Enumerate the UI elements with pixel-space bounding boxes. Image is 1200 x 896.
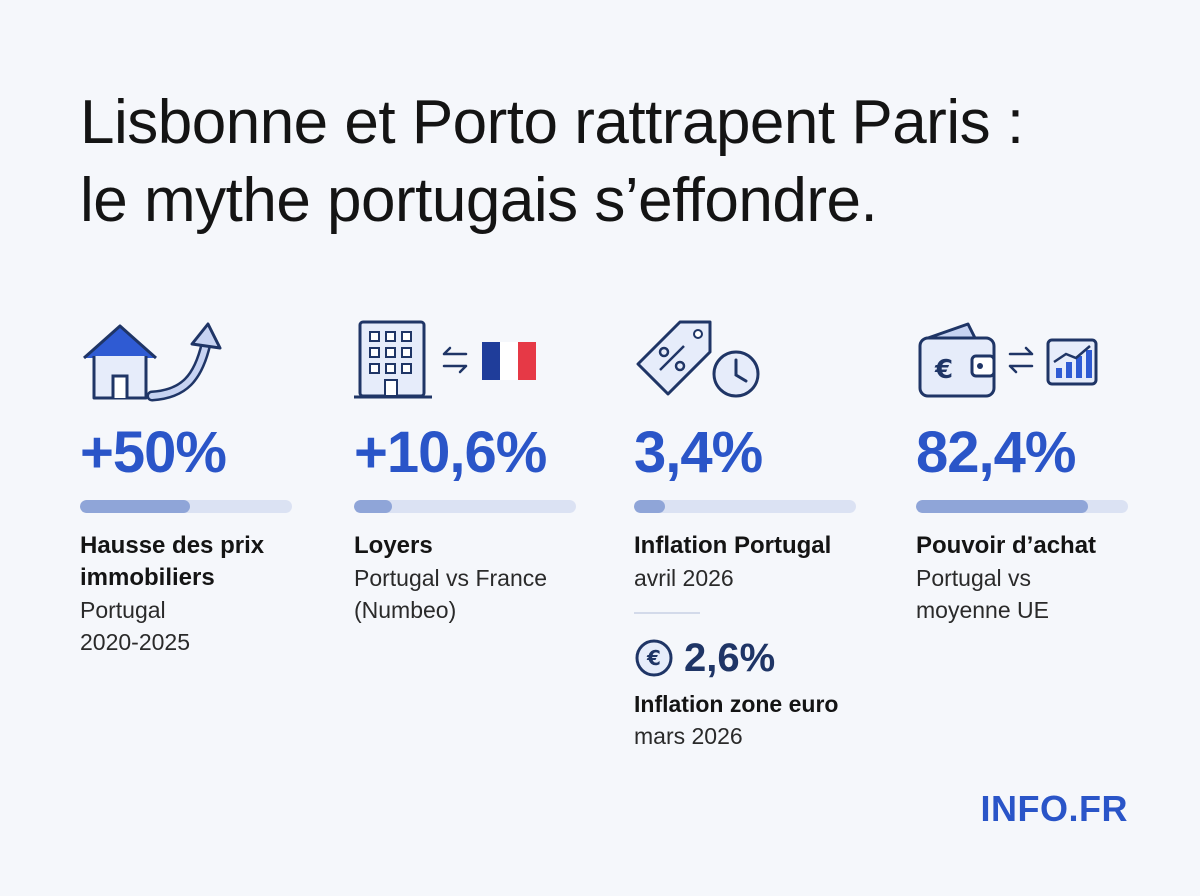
stat-inflation-eurozone: € 2,6% Inflation zone euro mars 2026: [634, 636, 894, 752]
stat-label: Hausse des prix immobiliers Portugal 202…: [80, 530, 320, 658]
stat-rents: +10,6% Loyers Portugal vs France (Numbeo…: [354, 318, 584, 623]
eurozone-label: Inflation zone euro: [634, 691, 839, 717]
stat-value: 82,4%: [916, 420, 1076, 485]
stat-label-line-1: Hausse des prix: [80, 532, 265, 559]
eurozone-sub: mars 2026: [634, 723, 743, 749]
building-vs-france-flag-icon: [354, 318, 584, 408]
brand-logo[interactable]: INFO.FR: [980, 788, 1128, 829]
stat-inflation-portugal: 3,4% Inflation Portugal avril 2026 € 2,6…: [634, 318, 864, 749]
stat-sub-line-2: moyenne UE: [916, 597, 1049, 623]
progress-fill: [354, 500, 392, 513]
stat-sub-line-1: Portugal: [80, 597, 166, 623]
headline: Lisbonne et Porto rattrapent Paris : le …: [80, 84, 1140, 240]
svg-text:€: €: [934, 355, 953, 385]
headline-line-2: le mythe portugais s’effondre.: [80, 166, 878, 235]
stat-sub-line-2: (Numbeo): [354, 597, 457, 623]
stat-label-line-2: immobiliers: [80, 564, 215, 591]
stat-value: +50%: [80, 420, 227, 485]
house-rising-arrow-icon: [80, 318, 310, 408]
stat-sub-line-1: avril 2026: [634, 565, 734, 591]
eurozone-value: 2,6%: [684, 635, 776, 680]
stat-purchasing-power: € 82,4% Pouvoir d’achat Portugal vs moye…: [916, 318, 1146, 623]
stat-label: Loyers Portugal vs France (Numbeo): [354, 530, 594, 626]
svg-text:€: €: [646, 646, 661, 670]
divider: [634, 612, 700, 614]
stat-label: Pouvoir d’achat Portugal vs moyenne UE: [916, 530, 1156, 626]
stat-sub-line-1: Portugal vs France: [354, 565, 548, 591]
stat-sub-line-1: Portugal vs: [916, 565, 1032, 591]
progress-fill: [916, 500, 1088, 513]
stat-label-line-1: Loyers: [354, 532, 433, 559]
progress-fill: [634, 500, 666, 513]
stat-house-prices: +50% Hausse des prix immobiliers Portuga…: [80, 318, 310, 655]
stat-value: +10,6%: [354, 420, 547, 485]
stat-value: 3,4%: [634, 420, 763, 485]
wallet-vs-chart-icon: €: [916, 318, 1146, 408]
euro-coin-icon: €: [634, 638, 674, 678]
progress-bar: [916, 500, 1128, 513]
stat-label: Inflation Portugal avril 2026: [634, 530, 874, 594]
stat-label-line-1: Inflation Portugal: [634, 532, 832, 559]
progress-fill: [80, 500, 191, 513]
stat-sub-line-2: 2020-2025: [80, 629, 190, 655]
progress-bar: [80, 500, 292, 513]
price-tag-clock-icon: [634, 318, 864, 408]
stat-label-line-1: Pouvoir d’achat: [916, 532, 1097, 559]
headline-line-1: Lisbonne et Porto rattrapent Paris :: [80, 88, 1024, 157]
progress-bar: [354, 500, 576, 513]
eurozone-value-row: € 2,6%: [634, 636, 894, 680]
progress-bar: [634, 500, 856, 513]
